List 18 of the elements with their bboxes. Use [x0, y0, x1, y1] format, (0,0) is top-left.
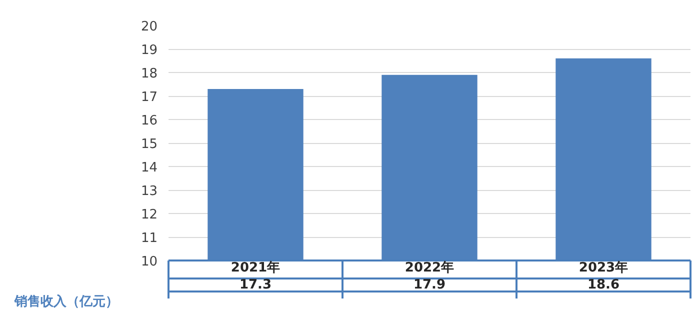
y-tick-label: 11 — [140, 231, 158, 246]
y-tick-label: 18 — [140, 66, 158, 82]
y-tick-label: 12 — [140, 208, 158, 222]
y-tick-label: 10 — [140, 254, 158, 270]
y-tick-label: 13 — [140, 184, 158, 199]
y-tick-label: 14 — [140, 160, 158, 176]
x-tick-label: 2023年 — [578, 260, 628, 276]
y-tick-label: 19 — [140, 43, 158, 58]
data-label: 18.6 — [587, 278, 620, 292]
y-tick-label: 17 — [140, 90, 158, 105]
data-label: 17.9 — [413, 278, 446, 292]
y-tick-label: 16 — [140, 114, 158, 128]
y-tick-label: 20 — [140, 20, 158, 34]
data-label: 17.3 — [239, 278, 272, 292]
x-tick-label: 2022年 — [404, 260, 454, 276]
y-tick-label: 15 — [140, 137, 158, 152]
x-tick-label: 2021年 — [230, 260, 280, 276]
text: 销售收入（亿元） — [14, 294, 118, 310]
